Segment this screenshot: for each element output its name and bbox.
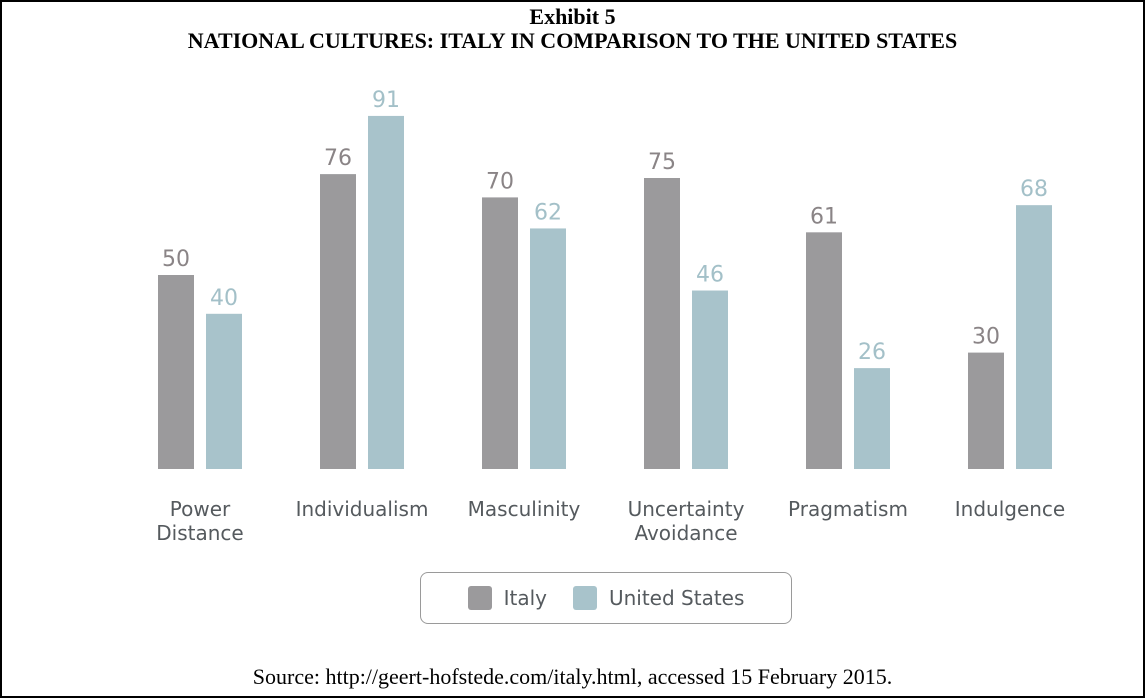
category-label-uncertainty-avoidance: Uncertainty Avoidance bbox=[628, 497, 745, 545]
category-label-pragmatism: Pragmatism bbox=[788, 497, 908, 521]
legend-swatch-italy bbox=[467, 586, 492, 610]
legend-swatch-united-states bbox=[572, 586, 597, 610]
legend-item-italy: Italy bbox=[467, 586, 547, 610]
bar-united-states-individualism bbox=[368, 115, 404, 470]
legend-label-united-states: United States bbox=[608, 586, 745, 610]
value-label-italy-power-distance: 50 bbox=[162, 247, 190, 272]
exhibit-label: Exhibit 5 bbox=[529, 4, 616, 29]
category-label-power-distance: Power Distance bbox=[156, 497, 243, 545]
value-label-united-states-indulgence: 68 bbox=[1020, 177, 1048, 202]
category-label-individualism: Individualism bbox=[296, 497, 429, 521]
category-label-group: Power Distance Individualism Masculinity Unc… bbox=[156, 497, 1065, 545]
bar-united-states-uncertainty-avoidance bbox=[692, 290, 728, 469]
value-label-united-states-uncertainty-avoidance: 46 bbox=[696, 263, 724, 288]
value-label-united-states-masculinity: 62 bbox=[534, 200, 562, 225]
value-label-italy-indulgence: 30 bbox=[972, 325, 1000, 350]
bar-italy-uncertainty-avoidance bbox=[644, 178, 680, 469]
category-label-indulgence: Indulgence bbox=[955, 497, 1065, 521]
bar-united-states-indulgence bbox=[1016, 205, 1052, 469]
value-label-italy-masculinity: 70 bbox=[486, 169, 514, 194]
bar-united-states-power-distance bbox=[206, 313, 242, 469]
legend-label-italy: Italy bbox=[503, 586, 547, 610]
value-label-united-states-power-distance: 40 bbox=[210, 286, 238, 311]
value-label-united-states-pragmatism: 26 bbox=[858, 340, 886, 365]
legend-item-united-states: United States bbox=[572, 586, 745, 610]
value-label-group: 50 40 76 91 70 62 75 46 61 26 30 68 bbox=[162, 88, 1048, 365]
bar-italy-individualism bbox=[320, 174, 356, 469]
bar-group bbox=[158, 115, 1052, 470]
bar-italy-indulgence bbox=[968, 352, 1004, 469]
value-label-italy-individualism: 76 bbox=[324, 146, 352, 171]
value-label-italy-pragmatism: 61 bbox=[810, 204, 838, 229]
bar-italy-pragmatism bbox=[806, 232, 842, 469]
chart-legend: Italy United States bbox=[420, 572, 792, 624]
category-label-masculinity: Masculinity bbox=[468, 497, 581, 521]
exhibit-title: NATIONAL CULTURES: ITALY IN COMPARISON T… bbox=[187, 28, 958, 53]
source-note: Source: http://geert-hofstede.com/italy.… bbox=[252, 664, 893, 689]
value-label-italy-uncertainty-avoidance: 75 bbox=[648, 150, 676, 175]
bar-united-states-pragmatism bbox=[854, 368, 890, 469]
bar-italy-power-distance bbox=[158, 275, 194, 469]
value-label-united-states-individualism: 91 bbox=[372, 88, 400, 113]
bar-united-states-masculinity bbox=[530, 228, 566, 469]
bar-italy-masculinity bbox=[482, 197, 518, 469]
